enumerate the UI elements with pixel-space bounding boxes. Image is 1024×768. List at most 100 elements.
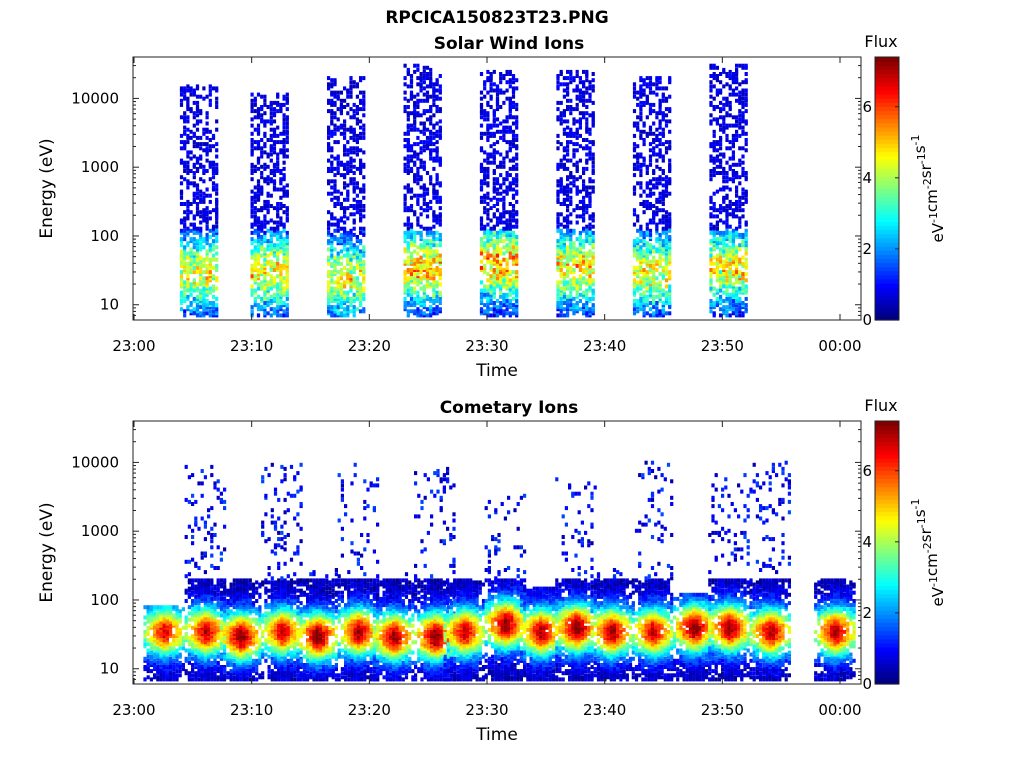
heat-cell bbox=[562, 249, 566, 254]
heat-cell bbox=[725, 111, 729, 116]
heat-cell bbox=[406, 206, 410, 211]
heat-cell bbox=[728, 299, 732, 303]
heat-cell bbox=[652, 204, 656, 208]
heat-cell bbox=[416, 98, 420, 103]
heat-cell bbox=[588, 92, 592, 97]
heat-cell bbox=[419, 212, 423, 217]
heat-cell bbox=[725, 284, 729, 289]
heat-cell bbox=[639, 181, 643, 186]
heat-cell bbox=[744, 63, 748, 68]
heat-cell bbox=[195, 156, 200, 161]
heat-cell bbox=[362, 259, 366, 264]
heat-cell bbox=[333, 280, 337, 285]
heat-cell bbox=[279, 177, 283, 182]
heat-cell bbox=[186, 166, 190, 171]
colorbar-band bbox=[875, 163, 899, 169]
heat-cell bbox=[413, 303, 417, 308]
heat-cell bbox=[333, 255, 337, 260]
heat-cell bbox=[741, 63, 745, 68]
colorbar-band bbox=[875, 270, 899, 276]
heat-cell bbox=[285, 107, 289, 112]
heat-cell bbox=[511, 177, 516, 182]
heat-cell bbox=[183, 140, 187, 145]
heat-cell bbox=[658, 105, 662, 109]
heat-cell bbox=[722, 299, 726, 303]
heat-cell bbox=[327, 280, 331, 285]
heat-cell bbox=[352, 265, 356, 270]
heat-cell bbox=[502, 119, 506, 124]
heat-cell bbox=[479, 131, 484, 136]
heat-cell bbox=[183, 251, 187, 256]
heat-cell bbox=[632, 270, 637, 275]
heat-cell bbox=[744, 121, 748, 126]
heat-cell bbox=[725, 125, 729, 130]
heat-cell bbox=[419, 78, 423, 83]
heat-cell bbox=[406, 84, 410, 89]
heat-cell bbox=[346, 230, 350, 235]
heat-cell bbox=[432, 243, 436, 248]
heat-cell bbox=[632, 142, 637, 147]
heat-cell bbox=[655, 313, 659, 318]
heat-cell bbox=[208, 84, 212, 89]
heat-cell bbox=[712, 173, 716, 178]
heat-cell bbox=[343, 144, 347, 149]
heat-cell bbox=[406, 235, 410, 239]
heat-cell bbox=[489, 78, 493, 83]
heat-cell bbox=[359, 148, 363, 153]
heat-cell bbox=[406, 245, 410, 250]
heat-cell bbox=[352, 313, 356, 318]
heat-cell bbox=[419, 296, 423, 301]
heat-cell bbox=[438, 88, 442, 93]
heat-cell bbox=[588, 230, 592, 235]
heat-cell bbox=[562, 307, 566, 312]
heat-cell bbox=[179, 261, 184, 266]
heat-cell bbox=[346, 313, 350, 318]
heat-cell bbox=[483, 230, 487, 235]
heat-cell bbox=[413, 127, 417, 132]
heat-cell bbox=[731, 253, 735, 258]
heat-cell bbox=[253, 195, 257, 200]
colorbar-band bbox=[875, 110, 899, 116]
heat-cell bbox=[183, 218, 187, 223]
heat-cell bbox=[425, 117, 430, 122]
heat-cell bbox=[346, 90, 350, 95]
heat-cell bbox=[403, 82, 407, 87]
heat-cell bbox=[285, 257, 289, 262]
heat-cell bbox=[250, 222, 254, 227]
heat-cell bbox=[263, 313, 267, 318]
heat-cell bbox=[489, 72, 493, 76]
heat-cell bbox=[731, 162, 735, 167]
heat-cell bbox=[359, 216, 363, 221]
heat-cell bbox=[479, 309, 484, 314]
heat-cell bbox=[330, 133, 334, 138]
heat-cell bbox=[146, 667, 150, 672]
heat-cell bbox=[562, 109, 566, 114]
heat-cell bbox=[435, 105, 439, 109]
heat-cell bbox=[419, 257, 423, 262]
heat-cell bbox=[413, 105, 417, 109]
heat-cell bbox=[215, 154, 219, 159]
heat-cell bbox=[352, 181, 356, 186]
heat-cell bbox=[709, 65, 713, 70]
heat-cell bbox=[359, 226, 363, 231]
heat-cell bbox=[744, 232, 748, 237]
heat-cell bbox=[569, 241, 573, 246]
heat-cell bbox=[652, 299, 656, 303]
heat-cell bbox=[186, 274, 190, 279]
heat-cell bbox=[192, 261, 196, 266]
heat-cell bbox=[511, 129, 516, 134]
colorbar-band bbox=[875, 295, 899, 301]
heat-cell bbox=[355, 245, 359, 250]
heat-cell bbox=[346, 169, 350, 173]
heat-cell bbox=[566, 265, 570, 270]
heat-cell bbox=[591, 156, 595, 161]
heat-cell bbox=[359, 162, 363, 167]
heat-cell bbox=[738, 257, 742, 262]
heat-cell bbox=[556, 292, 560, 297]
heat-cell bbox=[362, 226, 366, 231]
heat-cell bbox=[419, 164, 423, 169]
heat-cell bbox=[359, 199, 363, 204]
heat-cell bbox=[722, 96, 726, 101]
heat-cell bbox=[661, 245, 665, 250]
heat-cell bbox=[741, 187, 745, 192]
